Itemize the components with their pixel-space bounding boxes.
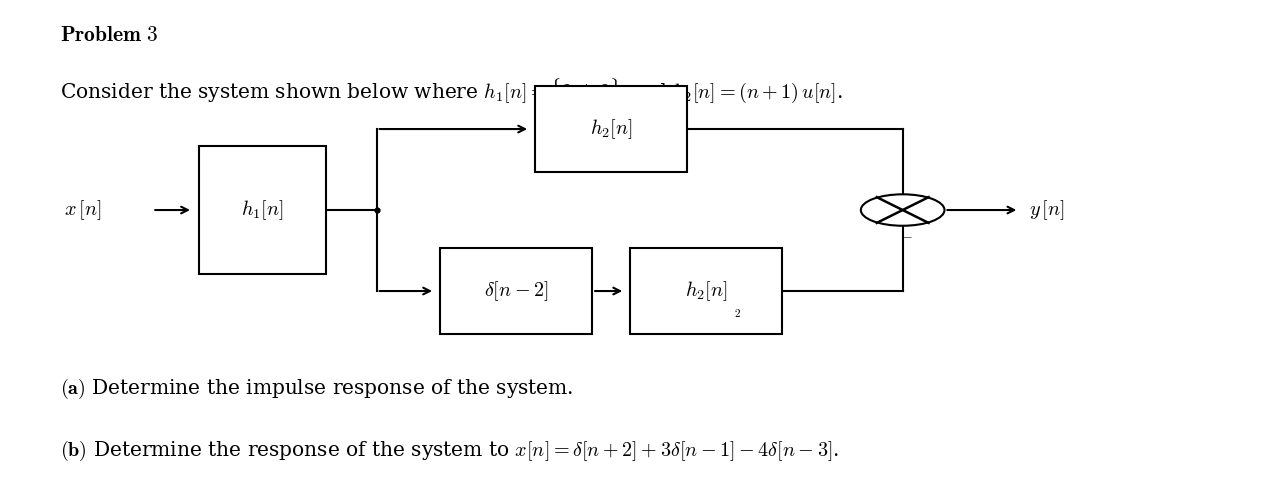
Bar <box>535 86 687 172</box>
Text: $\mathbf{(a)}$ Determine the impulse response of the system.: $\mathbf{(a)}$ Determine the impulse res… <box>60 377 573 401</box>
Text: $h_1[n]$: $h_1[n]$ <box>242 198 284 222</box>
Bar <box>440 248 592 334</box>
Text: $_2$: $_2$ <box>735 303 742 320</box>
Text: $\mathbf{Problem\ 3}$: $\mathbf{Problem\ 3}$ <box>60 24 158 46</box>
Bar <box>630 248 782 334</box>
Circle shape <box>861 194 945 226</box>
Text: $\mathbf{(b)}$ Determine the response of the system to $x[n] = \delta[n+2] + 3\d: $\mathbf{(b)}$ Determine the response of… <box>60 439 839 463</box>
Text: $h_2[n]$: $h_2[n]$ <box>589 117 633 141</box>
Text: $h_2[n]$: $h_2[n]$ <box>685 279 728 303</box>
Text: $y\,[n]$: $y\,[n]$ <box>1030 198 1066 222</box>
Text: $\delta[n-2]$: $\delta[n-2]$ <box>484 279 549 303</box>
Text: Consider the system shown below where $h_1[n] = \{2, 1, 2\}$ and $h_2[n] = (n+1): Consider the system shown below where $h… <box>60 77 843 105</box>
Text: $x\,[n]$: $x\,[n]$ <box>64 198 101 222</box>
Text: $-$: $-$ <box>901 228 913 242</box>
Bar <box>200 146 326 274</box>
